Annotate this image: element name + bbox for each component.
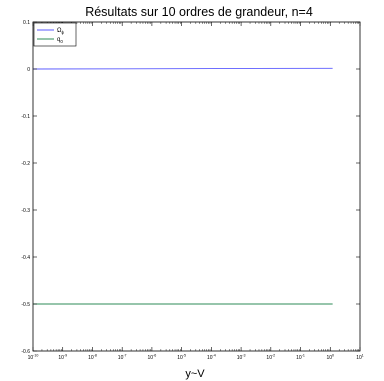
x-tick-label: 10-8 bbox=[88, 354, 97, 362]
y-tick-label: -0.6 bbox=[21, 349, 30, 355]
x-tick-exponent: -8 bbox=[94, 354, 97, 358]
x-tick-label: 10-6 bbox=[148, 354, 157, 362]
legend-box bbox=[33, 22, 77, 47]
x-tick-label: 10-9 bbox=[58, 354, 67, 362]
legend-label: Ωϕ bbox=[57, 28, 65, 35]
legend-label: q0 bbox=[57, 37, 63, 44]
x-tick-base: 10 bbox=[326, 355, 332, 361]
x-tick-exponent: -6 bbox=[153, 354, 156, 358]
x-axis-label: y~V bbox=[185, 368, 205, 380]
x-tick-exponent: -7 bbox=[123, 354, 126, 358]
legend-subscript: 0 bbox=[60, 39, 63, 44]
legend-name: q bbox=[57, 37, 60, 43]
x-tick-label: 10-5 bbox=[177, 354, 186, 362]
x-tick-base: 10 bbox=[237, 355, 243, 361]
x-tick-exponent: -5 bbox=[183, 354, 186, 358]
axes-layer: 0.10-0.1-0.2-0.3-0.4-0.5-0.610-10 10-9 10-… bbox=[21, 20, 363, 361]
x-tick-exponent: -9 bbox=[64, 354, 67, 358]
x-tick-base: 10 bbox=[296, 355, 302, 361]
legend-name: Ω bbox=[57, 28, 62, 34]
x-tick-base: 10 bbox=[148, 355, 154, 361]
x-tick-exponent: 1 bbox=[362, 354, 364, 358]
x-tick-label: 10-10 bbox=[28, 354, 39, 362]
series-layer bbox=[32, 67, 333, 305]
y-tick-label: -0.1 bbox=[21, 114, 30, 120]
x-tick-exponent: -4 bbox=[213, 354, 216, 358]
x-tick-base: 10 bbox=[266, 355, 272, 361]
x-tick-label: 10-4 bbox=[207, 354, 216, 362]
x-tick-label: 10-1 bbox=[296, 354, 305, 362]
x-tick-label: 100 bbox=[326, 354, 334, 362]
plot-area bbox=[32, 21, 361, 352]
y-tick-label: -0.5 bbox=[21, 302, 30, 308]
x-tick-label: 10-2 bbox=[266, 354, 275, 362]
y-tick-label: 0.1 bbox=[23, 20, 30, 26]
x-tick-base: 10 bbox=[207, 355, 213, 361]
x-tick-base: 10 bbox=[356, 355, 362, 361]
chart-title: Résultats sur 10 ordres de grandeur, n=4 bbox=[85, 5, 313, 19]
y-tick-label: -0.4 bbox=[21, 255, 30, 261]
y-tick-label: 0 bbox=[27, 67, 30, 73]
x-tick-label: 10-7 bbox=[118, 354, 127, 362]
x-tick-exponent: 0 bbox=[332, 354, 334, 358]
legend-subscript: ϕ bbox=[62, 30, 65, 35]
x-tick-exponent: -10 bbox=[33, 354, 38, 358]
x-tick-base: 10 bbox=[28, 355, 34, 361]
x-tick-base: 10 bbox=[58, 355, 64, 361]
x-tick-label: 101 bbox=[356, 354, 364, 362]
x-tick-exponent: -1 bbox=[302, 354, 305, 358]
x-tick-base: 10 bbox=[118, 355, 124, 361]
x-tick-exponent: -2 bbox=[272, 354, 275, 358]
y-tick-label: -0.2 bbox=[21, 161, 30, 167]
x-tick-base: 10 bbox=[177, 355, 183, 361]
x-tick-label: 10-3 bbox=[237, 354, 246, 362]
x-tick-exponent: -3 bbox=[242, 354, 245, 358]
x-tick-base: 10 bbox=[88, 355, 94, 361]
series-line-0 bbox=[32, 67, 333, 70]
y-tick-label: -0.3 bbox=[21, 208, 30, 214]
